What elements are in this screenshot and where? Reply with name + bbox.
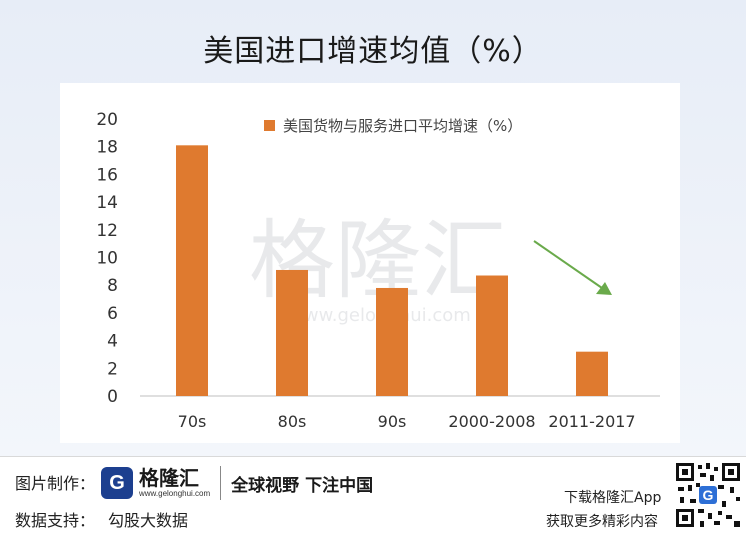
x-tick-label: 2011-2017 xyxy=(548,412,635,431)
data-support-value: 勾股大数据 xyxy=(108,511,189,530)
legend-swatch xyxy=(264,120,275,131)
qr-logo-letter: G xyxy=(703,487,714,503)
y-tick-label: 14 xyxy=(96,193,118,213)
made-by-label: 图片制作： xyxy=(15,474,96,493)
x-tick-label: 80s xyxy=(278,412,307,431)
legend: 美国货物与服务进口平均增速（%） xyxy=(264,117,522,135)
y-tick-label: 16 xyxy=(96,165,118,185)
y-tick-label: 18 xyxy=(96,138,118,158)
x-axis-labels: 70s 80s 90s 2000-2008 2011-2017 xyxy=(178,412,636,431)
bar-chart: 格隆汇 www.gelonghui.com 02468101214161820 … xyxy=(96,110,660,431)
download-text: 下载格隆汇App xyxy=(564,490,662,506)
y-tick-label: 4 xyxy=(107,332,118,352)
x-tick-label: 70s xyxy=(178,412,207,431)
bar-2000-2008 xyxy=(476,275,508,396)
x-tick-label: 90s xyxy=(378,412,407,431)
qr-code-icon[interactable]: G xyxy=(674,461,742,529)
bars xyxy=(176,145,608,396)
y-tick-label: 8 xyxy=(107,276,118,296)
y-tick-label: 12 xyxy=(96,221,118,241)
y-tick-label: 6 xyxy=(107,304,118,324)
gelonghui-logo-icon: G xyxy=(101,467,133,499)
data-support-label: 数据支持： xyxy=(15,511,96,530)
trend-arrow xyxy=(533,240,612,295)
y-tick-label: 0 xyxy=(107,387,118,407)
bar-2011-2017 xyxy=(576,351,608,396)
brand-domain: www.gelonghui.com xyxy=(139,489,211,498)
bar-80s xyxy=(276,269,308,396)
x-tick-label: 2000-2008 xyxy=(448,412,535,431)
page-title: 美国进口增速均值（%） xyxy=(203,34,543,69)
brand-name: 格隆汇 xyxy=(139,466,199,490)
y-tick-label: 2 xyxy=(107,359,118,379)
promo-text: 获取更多精彩内容 xyxy=(546,514,658,530)
bar-70s xyxy=(176,145,208,396)
brand-block: G 格隆汇 www.gelonghui.com 全球视野 下注中国 xyxy=(101,465,373,501)
legend-label: 美国货物与服务进口平均增速（%） xyxy=(283,117,522,135)
bar-90s xyxy=(376,287,408,396)
y-tick-label: 20 xyxy=(96,110,118,130)
y-tick-label: 10 xyxy=(96,249,118,269)
y-axis: 0 2 4 6 8 10 12 14 16 18 20 xyxy=(96,110,118,407)
slogan: 全球视野 下注中国 xyxy=(231,475,374,496)
brand-separator xyxy=(220,466,222,500)
footer: 图片制作： 数据支持： 勾股大数据 G 格隆汇 www.gelonghui.co… xyxy=(0,456,746,537)
